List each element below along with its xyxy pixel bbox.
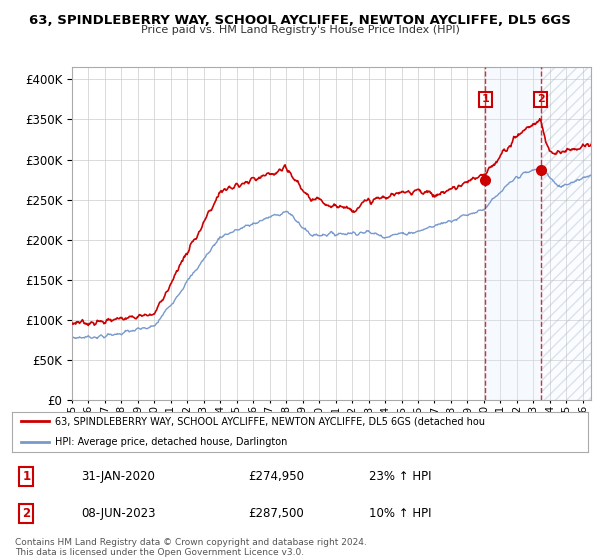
Text: 63, SPINDLEBERRY WAY, SCHOOL AYCLIFFE, NEWTON AYCLIFFE, DL5 6GS (detached hou: 63, SPINDLEBERRY WAY, SCHOOL AYCLIFFE, N… <box>55 416 485 426</box>
Text: £274,950: £274,950 <box>248 470 304 483</box>
Text: Contains HM Land Registry data © Crown copyright and database right 2024.
This d: Contains HM Land Registry data © Crown c… <box>15 538 367 557</box>
Text: 1: 1 <box>22 470 31 483</box>
Text: 10% ↑ HPI: 10% ↑ HPI <box>369 507 431 520</box>
Text: 63, SPINDLEBERRY WAY, SCHOOL AYCLIFFE, NEWTON AYCLIFFE, DL5 6GS: 63, SPINDLEBERRY WAY, SCHOOL AYCLIFFE, N… <box>29 14 571 27</box>
Bar <box>485 67 541 400</box>
Text: HPI: Average price, detached house, Darlington: HPI: Average price, detached house, Darl… <box>55 437 287 447</box>
Bar <box>541 67 591 400</box>
Text: 23% ↑ HPI: 23% ↑ HPI <box>369 470 431 483</box>
Bar <box>541 67 591 400</box>
Text: Price paid vs. HM Land Registry's House Price Index (HPI): Price paid vs. HM Land Registry's House … <box>140 25 460 35</box>
Text: 2: 2 <box>537 94 544 104</box>
Text: 31-JAN-2020: 31-JAN-2020 <box>81 470 155 483</box>
Text: 1: 1 <box>481 94 489 104</box>
Text: 08-JUN-2023: 08-JUN-2023 <box>81 507 155 520</box>
Text: £287,500: £287,500 <box>248 507 304 520</box>
Text: 2: 2 <box>22 507 31 520</box>
